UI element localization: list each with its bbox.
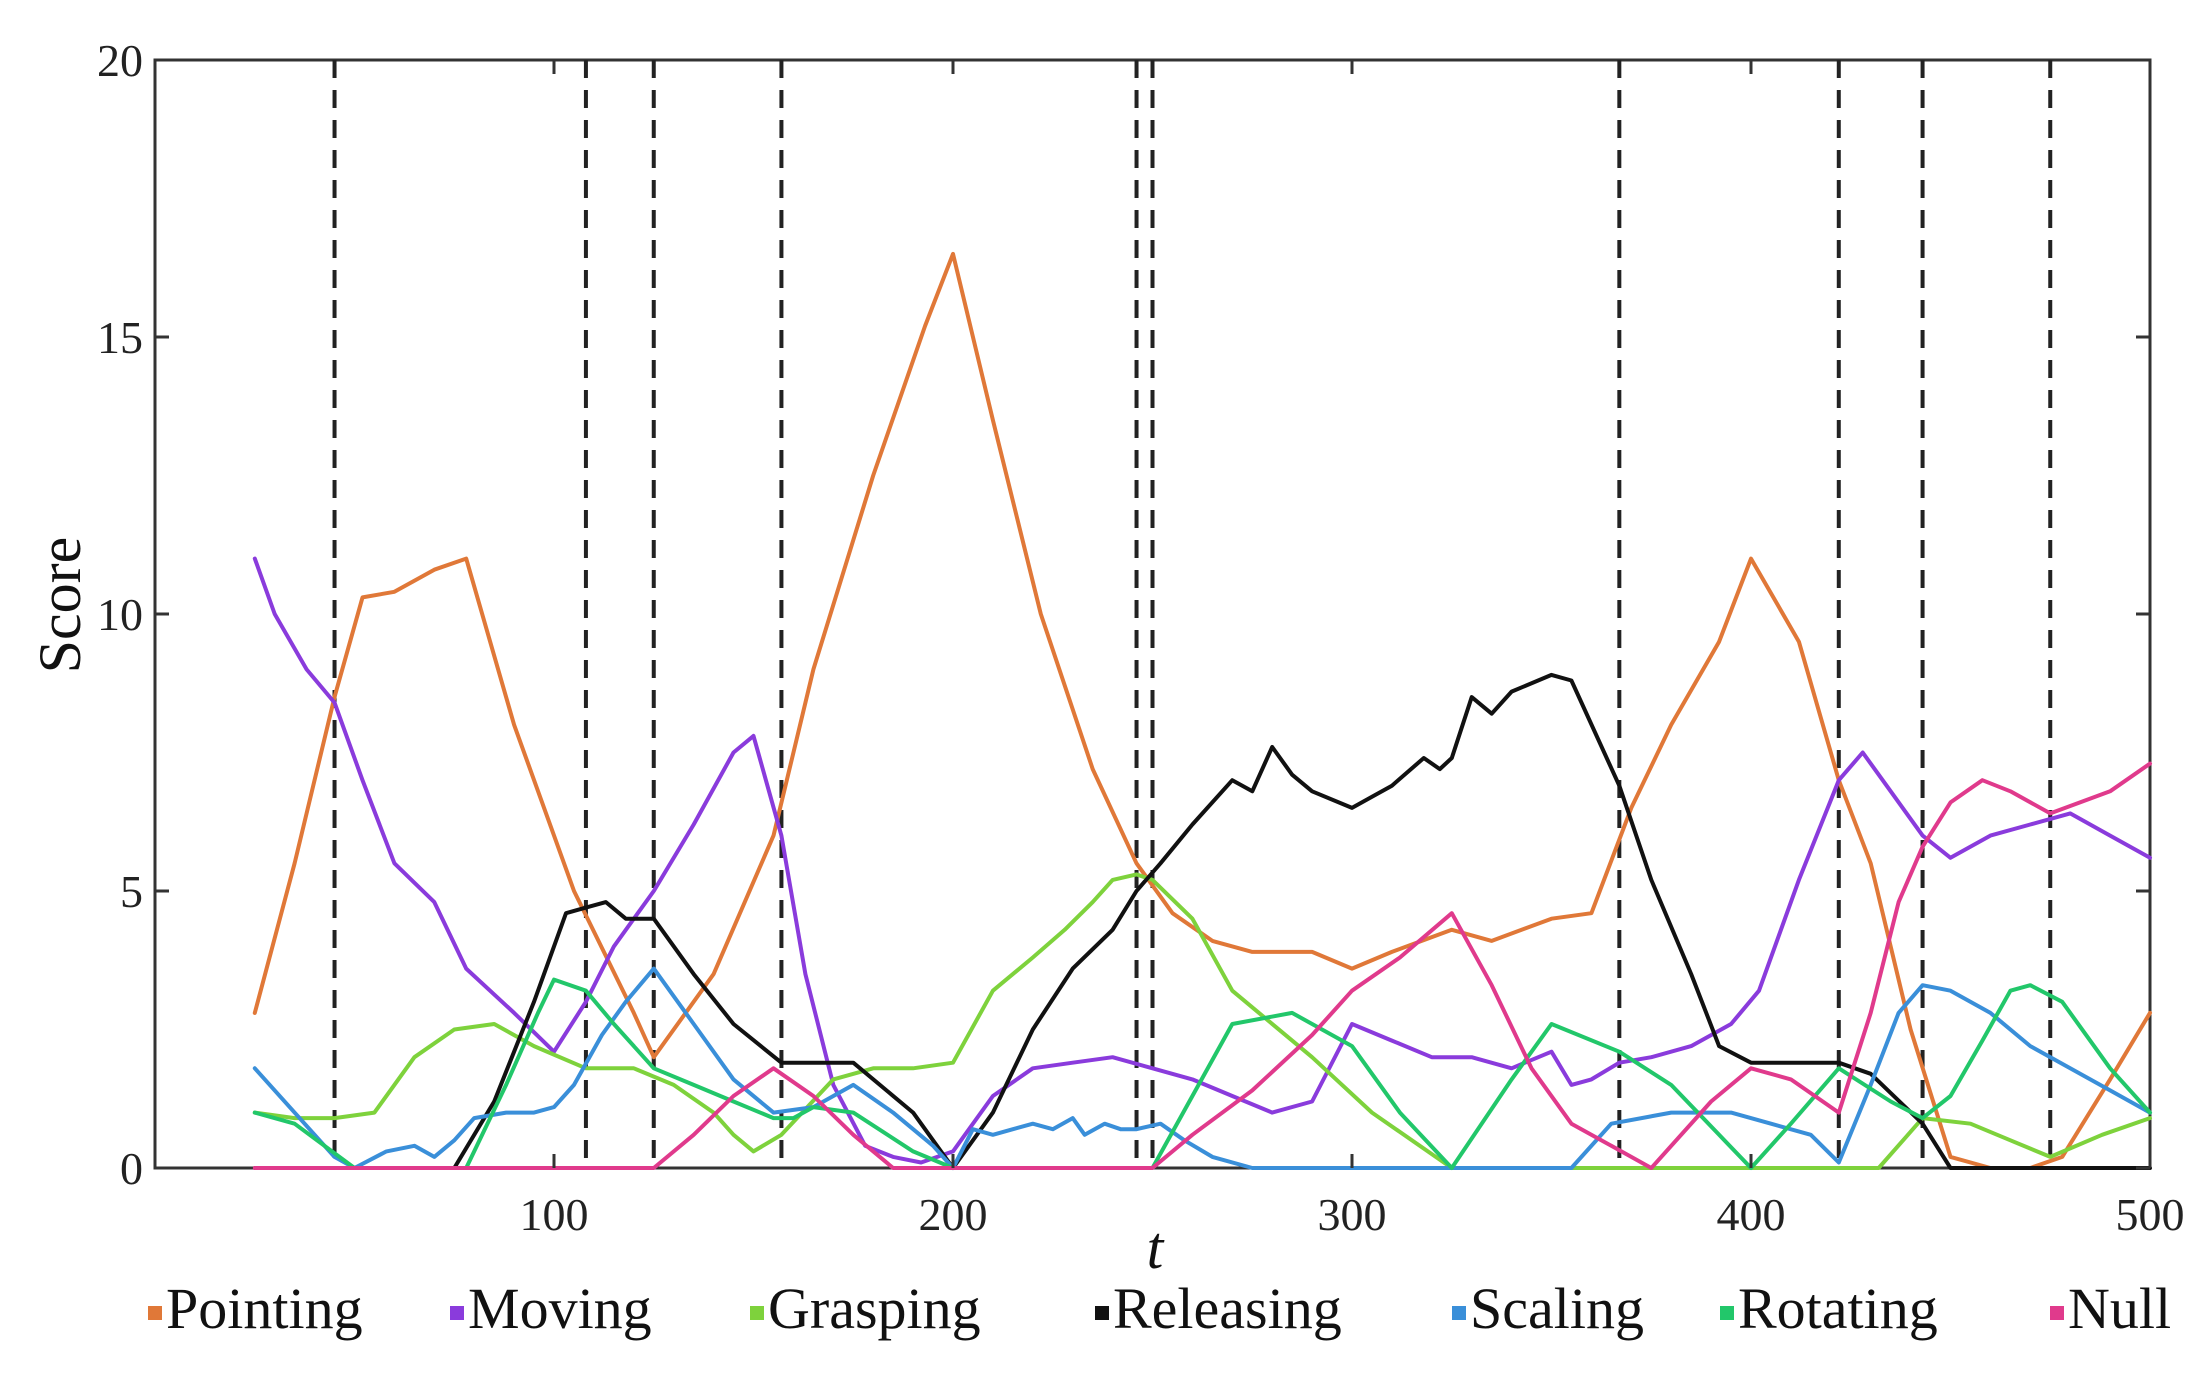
x-tick-label-400: 400	[1717, 1189, 1786, 1240]
series-line-rotating	[252, 977, 2152, 1170]
legend-label-pointing: Pointing	[166, 1276, 363, 1341]
legend-swatch-null	[2050, 1306, 2064, 1320]
x-tick-label-200: 200	[919, 1189, 988, 1240]
series-line-null	[252, 761, 2152, 1170]
legend-swatch-moving	[450, 1306, 464, 1320]
axis-ticks: 100 200 300 400 500 0 5 10 15 20	[97, 35, 2185, 1240]
legend-swatch-releasing	[1095, 1306, 1109, 1320]
legend-swatch-grasping	[750, 1306, 764, 1320]
series-line-grasping	[252, 872, 2152, 1170]
legend: Pointing Moving Grasping Releasing Scaling Ro…	[148, 1276, 2171, 1341]
series-lines	[252, 251, 2152, 1170]
y-tick-label-20: 20	[97, 35, 143, 86]
y-axis-label: Score	[27, 537, 93, 674]
legend-label-releasing: Releasing	[1113, 1276, 1342, 1341]
series-line-pointing	[252, 251, 2152, 1170]
y-tick-label-0: 0	[120, 1143, 143, 1194]
series-line-moving	[252, 556, 2152, 1165]
x-tick-label-100: 100	[520, 1189, 589, 1240]
y-tick-label-15: 15	[97, 312, 143, 363]
legend-swatch-pointing	[148, 1306, 162, 1320]
y-tick-label-5: 5	[120, 866, 143, 917]
x-axis-label: t	[1147, 1215, 1165, 1281]
legend-label-null: Null	[2068, 1276, 2171, 1341]
x-tick-label-300: 300	[1318, 1189, 1387, 1240]
legend-swatch-scaling	[1452, 1306, 1466, 1320]
legend-label-moving: Moving	[468, 1276, 652, 1341]
legend-label-scaling: Scaling	[1470, 1276, 1644, 1341]
series-line-releasing	[252, 672, 2152, 1170]
segment-boundaries	[332, 60, 2053, 1168]
y-tick-label-10: 10	[97, 589, 143, 640]
legend-label-grasping: Grasping	[768, 1276, 981, 1341]
legend-swatch-rotating	[1720, 1306, 1734, 1320]
series-line-scaling	[252, 966, 2152, 1170]
legend-label-rotating: Rotating	[1738, 1276, 1938, 1341]
x-tick-label-500: 500	[2116, 1189, 2185, 1240]
